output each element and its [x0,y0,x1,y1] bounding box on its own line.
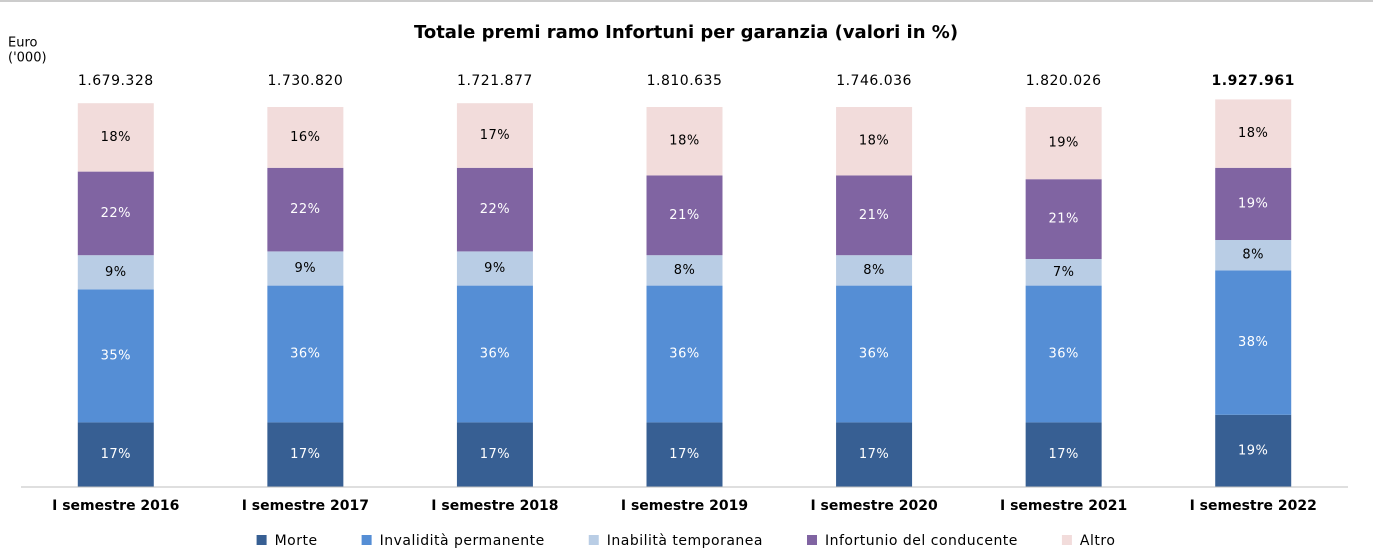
data-label: 9% [484,261,506,276]
data-label: 21% [669,208,699,223]
bar-segment [1215,99,1292,168]
data-label: 36% [669,347,699,362]
data-label: 18% [1238,126,1268,141]
data-label: 19% [1238,196,1268,211]
data-label: 21% [859,208,889,223]
bar-segment [77,289,154,423]
bar-segment [77,171,154,256]
legend-label: Inabilità temporanea [607,533,763,549]
data-label: 38% [1238,335,1268,350]
bar-segment [267,107,344,168]
bar-segment [267,251,344,286]
bar-segment [456,285,533,423]
bar-segment [646,422,723,487]
data-label: 22% [480,202,510,217]
total-label: 1.927.961 [1212,73,1295,89]
total-label: 1.730.820 [267,73,343,89]
data-label: 17% [1048,447,1078,462]
legend-label: Invalidità permanente [380,533,545,549]
data-label: 19% [1238,443,1268,458]
data-label: 18% [859,134,889,149]
bar-segment [646,107,723,176]
total-label: 1.679.328 [78,73,154,89]
bar-segment [646,285,723,423]
legend-label: Altro [1080,533,1115,549]
legend-swatch [807,535,817,545]
total-label: 1.746.036 [836,73,912,89]
data-label: 35% [101,348,131,363]
bar-segment [77,422,154,487]
data-label: 9% [295,261,317,276]
bar-segment [1215,270,1292,415]
legend-label: Morte [275,533,318,549]
x-tick-label: I semestre 2018 [431,498,558,514]
data-label: 17% [101,447,131,462]
legend-label: Infortunio del conducente [825,533,1018,549]
x-tick-label: I semestre 2016 [52,498,179,514]
legend-swatch [361,535,372,545]
total-label: 1.820.026 [1026,73,1102,89]
data-label: 36% [1048,347,1078,362]
data-label: 8% [1242,248,1264,263]
data-label: 9% [105,265,127,280]
bar-segment [267,285,344,423]
data-label: 17% [669,447,699,462]
x-tick-label: I semestre 2021 [1000,498,1127,514]
bar-segment [267,167,344,252]
bar-segment [1025,285,1102,423]
bar-segment [836,285,913,423]
legend-swatch [588,535,599,545]
bar-segment [456,251,533,286]
bar-segment [1215,414,1292,487]
total-label: 1.721.877 [457,73,533,89]
x-tick-label: I semestre 2020 [810,498,938,514]
bar-segment [456,167,533,252]
bar-segment [836,175,913,256]
data-label: 17% [480,447,510,462]
x-tick-label: I semestre 2022 [1190,498,1317,514]
data-label: 19% [1048,136,1078,151]
bar-segment [646,255,723,286]
chart-title: Totale premi ramo Infortuni per garanzia… [414,22,958,43]
data-label: 17% [480,128,510,143]
data-label: 36% [480,347,510,362]
bar-segment [77,103,154,172]
data-label: 22% [290,202,320,217]
bar-segment [1215,240,1292,271]
data-label: 18% [101,130,131,145]
bar-segment [836,422,913,487]
bar-segment [646,175,723,256]
data-label: 22% [101,206,131,221]
bar-segment [1025,422,1102,487]
data-label: 36% [859,347,889,362]
x-tick-label: I semestre 2019 [621,498,748,514]
bar-segment [1215,167,1292,240]
data-label: 8% [674,263,696,278]
bar-segment [1025,259,1102,286]
data-label: 18% [669,134,699,149]
data-label: 21% [1048,212,1078,227]
bar-segment [77,255,154,290]
bar-segment [1025,107,1102,180]
bar-segment [1025,179,1102,259]
bar-segment [836,107,913,176]
legend-swatch [1061,535,1072,545]
unit-label: ('000) [8,51,47,66]
x-tick-label: I semestre 2017 [242,498,369,514]
data-label: 7% [1053,265,1075,280]
unit-label: Euro [8,36,38,51]
bar-segment [267,422,344,487]
total-label: 1.810.635 [647,73,723,89]
data-label: 8% [863,263,885,278]
bar-segment [456,103,533,168]
bar-segment [456,422,533,487]
bar-segment [836,255,913,286]
data-label: 17% [290,447,320,462]
data-label: 17% [859,447,889,462]
data-label: 36% [290,347,320,362]
data-label: 16% [290,130,320,145]
legend-swatch [256,535,267,545]
